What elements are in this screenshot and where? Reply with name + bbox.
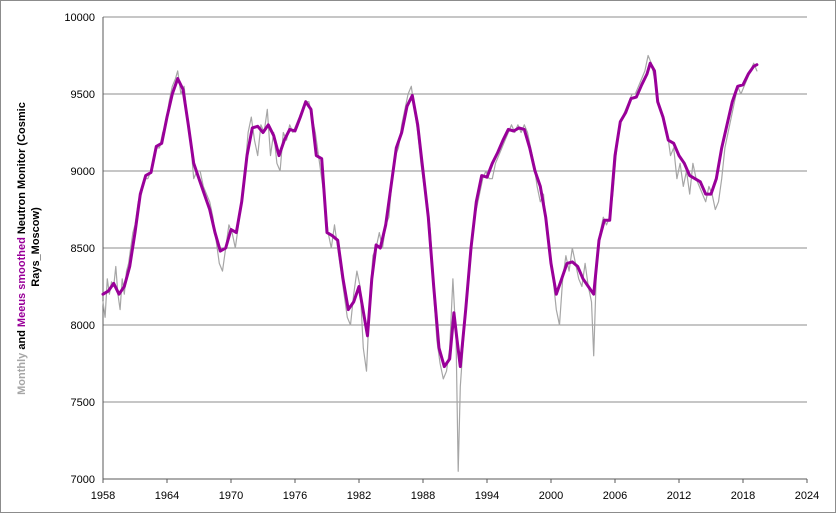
y-label-part: Monthly xyxy=(16,352,28,395)
x-tick-label: 1976 xyxy=(283,490,307,502)
x-tick-labels: 1958 1964 1970 1976 1982 1988 1994 2000 2006 2012… xyxy=(91,490,819,502)
y-tick-labels: 7000 7500 8000 8500 9000 9500 10000 xyxy=(64,12,95,486)
x-tick-label: 1994 xyxy=(475,490,499,502)
series-lines xyxy=(101,54,759,472)
y-axis-label: Monthly and Meeus smoothed Neutron Monit… xyxy=(16,99,42,395)
x-tick-label: 1982 xyxy=(347,490,371,502)
y-label-part: and xyxy=(16,327,28,353)
x-tick-label: 2006 xyxy=(603,490,627,502)
series-line-meeus-smoothed xyxy=(101,61,759,369)
y-tick-label: 7000 xyxy=(71,474,95,486)
y-tick-label: 7500 xyxy=(71,397,95,409)
x-tick-label: 2012 xyxy=(667,490,691,502)
y-tick-label: 9000 xyxy=(71,166,95,178)
x-tick-label: 1964 xyxy=(155,490,179,502)
x-tick-label: 2000 xyxy=(539,490,563,502)
y-tick-label: 8500 xyxy=(71,243,95,255)
y-label-part: Neutron Monitor (Cosmic xyxy=(16,102,28,237)
y-tick-label: 10000 xyxy=(64,12,95,24)
x-tick-label: 1970 xyxy=(219,490,243,502)
series-line-monthly xyxy=(102,54,758,472)
x-tick-label: 1958 xyxy=(91,490,115,502)
y-tick-label: 9500 xyxy=(71,89,95,101)
y-tick-label: 8000 xyxy=(71,320,95,332)
x-tick-label: 2024 xyxy=(795,490,819,502)
axes xyxy=(102,17,808,483)
x-tick-label: 1988 xyxy=(411,490,435,502)
x-tick-label: 2018 xyxy=(731,490,755,502)
y-label-part: Meeus smoothed xyxy=(16,237,28,327)
